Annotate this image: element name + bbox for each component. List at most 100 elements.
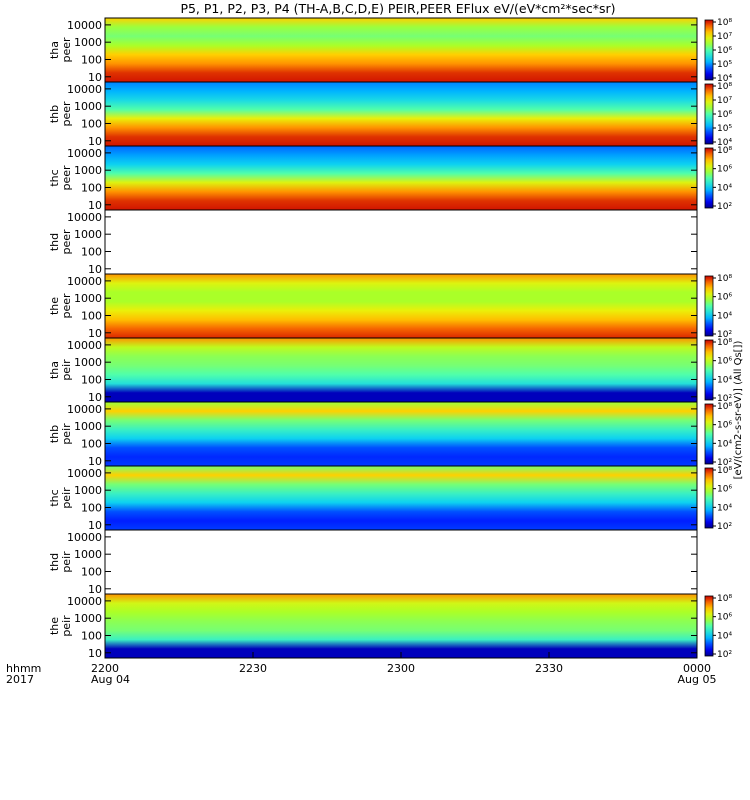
colorbar-tick-label: 10⁶ (717, 165, 732, 175)
colorbar-title: [eV/(cm2-s-sr-eV)] (All Qs[]) (733, 341, 744, 480)
spectrogram-thc-peer (105, 146, 697, 210)
y-tick-label: 10 (88, 327, 102, 340)
species-label: peir (60, 615, 73, 637)
panel-the-peir: 10 100 1000 10000 thepeir 10² 10⁴ 10⁶ 10⁸ (48, 593, 732, 660)
colorbar (704, 467, 714, 529)
y-tick-label: 100 (81, 245, 102, 258)
colorbar-tick-label: 10⁸ (717, 274, 732, 284)
spectrogram-thc-peir (105, 466, 697, 530)
panel-tha-peer: 10 100 1000 10000 thapeer 10⁴ 10⁵ 10⁶ 10⁷ 10⁸ (48, 17, 732, 84)
colorbar-tick-label: 10⁶ (717, 110, 732, 120)
colorbar-tick-label: 10⁶ (717, 421, 732, 431)
y-tick-label: 1000 (74, 612, 102, 625)
probe-label: thc (48, 169, 61, 186)
x-row-label-year: 2017 (6, 673, 34, 686)
y-tick-label: 100 (81, 501, 102, 514)
y-tick-label: 10 (88, 263, 102, 276)
panel-the-peer: 10 100 1000 10000 thepeer 10² 10⁴ 10⁶ 10⁸ (48, 273, 732, 340)
y-tick-label: 10000 (67, 467, 102, 480)
probe-label: tha (48, 361, 61, 379)
colorbar (704, 147, 714, 209)
species-label: peer (60, 37, 73, 63)
panel-tha-peir: 10 100 1000 10000 thapeir 10² 10⁴ 10⁶ 10⁸ (48, 337, 732, 404)
colorbar-tick-label: 10² (717, 202, 732, 212)
y-tick-label: 1000 (74, 420, 102, 433)
probe-label: thb (48, 105, 61, 123)
y-tick-label: 10 (88, 135, 102, 148)
probe-label: the (48, 617, 61, 635)
y-tick-label: 100 (81, 53, 102, 66)
spectrogram-the-peir (105, 594, 697, 658)
colorbar-tick-label: 10⁶ (717, 485, 732, 495)
y-axis-label: thepeer (48, 293, 73, 319)
y-tick-label: 100 (81, 117, 102, 130)
y-tick-label: 10 (88, 519, 102, 532)
species-label: peir (60, 423, 73, 445)
x-tick-label: 2200 (91, 662, 119, 675)
colorbar-tick-label: 10⁸ (717, 466, 732, 476)
y-tick-label: 100 (81, 181, 102, 194)
y-tick-label: 1000 (74, 100, 102, 113)
empty-panel-thd-peir (105, 530, 697, 594)
y-tick-label: 10000 (67, 211, 102, 224)
colorbar (704, 275, 714, 337)
y-axis-label: thapeer (48, 37, 73, 63)
y-axis-label: thdpeir (48, 551, 73, 573)
probe-label: thd (48, 553, 61, 571)
colorbar-tick-label: 10⁸ (717, 18, 732, 28)
spectrogram-thb-peer (105, 82, 697, 146)
panel-thb-peer: 10 100 1000 10000 thbpeer 10⁴ 10⁵ 10⁶ 10⁷ 10⁸ (48, 81, 732, 148)
x-tick-label: 0000 (683, 662, 711, 675)
y-tick-label: 10000 (67, 531, 102, 544)
y-axis-label: thapeir (48, 359, 73, 381)
probe-label: thb (48, 425, 61, 443)
y-tick-label: 1000 (74, 356, 102, 369)
species-label: peir (60, 551, 73, 573)
colorbar-tick-label: 10⁴ (717, 375, 732, 385)
y-tick-label: 10000 (67, 403, 102, 416)
colorbar (704, 595, 714, 657)
x-tick-label: 2330 (535, 662, 563, 675)
colorbar-tick-label: 10⁴ (717, 138, 732, 148)
colorbar-tick-label: 10² (717, 458, 732, 468)
y-tick-label: 100 (81, 437, 102, 450)
panel-thb-peir: 10 100 1000 10000 thbpeir 10² 10⁴ 10⁶ 10⁸ (48, 401, 732, 468)
y-tick-label: 10000 (67, 19, 102, 32)
colorbar-tick-label: 10⁶ (717, 46, 732, 56)
panel-thd-peir: 10 100 1000 10000 thdpeir (48, 529, 698, 596)
colorbar-tick-label: 10⁸ (717, 338, 732, 348)
spectrogram-tha-peir (105, 338, 697, 402)
y-tick-label: 100 (81, 565, 102, 578)
colorbar-tick-label: 10⁴ (717, 503, 732, 513)
y-tick-label: 10000 (67, 339, 102, 352)
y-tick-label: 1000 (74, 228, 102, 241)
colorbar-tick-label: 10² (717, 330, 732, 340)
panel-stack: 10100100010000thapeer10⁴10⁵10⁶10⁷10⁸1010… (48, 17, 732, 660)
y-tick-label: 1000 (74, 484, 102, 497)
figure-title: P5, P1, P2, P3, P4 (TH-A,B,C,D,E) PEIR,P… (180, 1, 615, 16)
panel-thd-peer: 10 100 1000 10000 thdpeer (48, 209, 698, 276)
y-tick-label: 10000 (67, 275, 102, 288)
y-axis-label: thepeir (48, 615, 73, 637)
colorbar (704, 19, 714, 81)
x-date-end: Aug 05 (678, 673, 717, 686)
panel-thc-peir: 10 100 1000 10000 thcpeir 10² 10⁴ 10⁶ 10⁸ (48, 465, 732, 532)
colorbar-tick-label: 10⁸ (717, 146, 732, 156)
empty-panel-thd-peer (105, 210, 697, 274)
x-date-start: Aug 04 (91, 673, 130, 686)
colorbar-tick-label: 10⁷ (717, 96, 732, 106)
colorbar-tick-label: 10⁸ (717, 402, 732, 412)
y-tick-label: 1000 (74, 164, 102, 177)
y-axis-label: thbpeir (48, 423, 73, 445)
colorbar-tick-label: 10² (717, 650, 732, 660)
colorbar-tick-label: 10⁶ (717, 357, 732, 367)
panel-thc-peer: 10 100 1000 10000 thcpeer 10² 10⁴ 10⁶ 10⁸ (48, 145, 732, 212)
colorbar-tick-label: 10² (717, 394, 732, 404)
colorbar-tick-label: 10⁵ (717, 124, 732, 134)
y-axis-label: thcpeir (48, 487, 73, 509)
y-tick-label: 100 (81, 629, 102, 642)
y-tick-label: 1000 (74, 292, 102, 305)
colorbar-tick-label: 10⁸ (717, 594, 732, 604)
